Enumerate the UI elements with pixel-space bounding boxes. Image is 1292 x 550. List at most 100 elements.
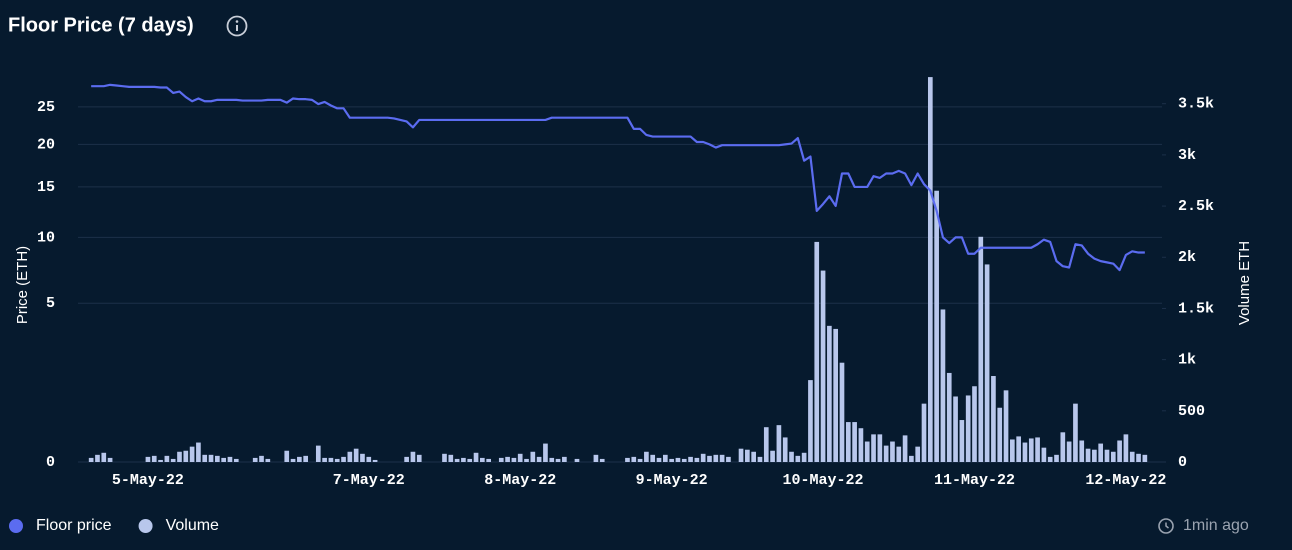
volume-bar [297, 456, 302, 462]
volume-bar [864, 441, 870, 462]
volume-bar [530, 451, 536, 462]
volume-bar [360, 453, 365, 462]
volume-bar [498, 457, 504, 462]
volume-bar [959, 420, 965, 462]
price-line [91, 83, 1145, 272]
volume-bar [177, 451, 182, 462]
volume-bar [934, 190, 939, 462]
volume-bar [763, 427, 769, 462]
volume-bar [101, 452, 107, 462]
volume-bar [189, 446, 195, 462]
y2-tick-label: 1.5k [1178, 300, 1214, 317]
y2-tick-label: 3k [1178, 147, 1196, 164]
info-icon[interactable] [226, 15, 248, 37]
volume-bar [637, 458, 643, 462]
volume-bar [524, 458, 529, 462]
updated-info: 1min ago [1158, 517, 1249, 534]
y-tick-label: 25 [37, 99, 55, 116]
volume-bar [852, 422, 857, 462]
volume-bar [839, 362, 845, 462]
volume-bar [95, 454, 100, 462]
volume-bar [801, 452, 807, 462]
volume-bar [454, 458, 460, 462]
volume-bar [322, 457, 327, 462]
y-tick-label: 0 [46, 454, 55, 471]
volume-bar [164, 455, 170, 462]
volume-bar [909, 455, 914, 462]
volume-bar [694, 457, 700, 462]
volume-bar [896, 446, 902, 462]
volume-bar [700, 453, 706, 462]
volume-bar [366, 456, 372, 462]
volume-bar [480, 457, 485, 462]
x-tick-label: 11-May-22 [934, 472, 1015, 489]
legend-marker [138, 519, 153, 533]
volume-bar [259, 455, 264, 462]
volume-bar [88, 457, 94, 462]
volume-bar [776, 425, 782, 462]
volume-bar [202, 454, 208, 462]
grid [78, 103, 1166, 463]
x-tick-label: 5-May-22 [112, 472, 184, 489]
labels: 0 5 10 15 20 25 0 500 1k 1.5k 2k 2.5k 3k 3.5k 5-May-22… [37, 96, 1214, 489]
volume-bar [782, 437, 788, 462]
volume-bar [921, 403, 927, 462]
volume-bar [1066, 441, 1072, 462]
legend: Floor price Volume [9, 517, 219, 534]
volume-bar [486, 458, 491, 462]
volume-bar [549, 457, 555, 462]
volume-bar [972, 386, 977, 462]
volume-bar [290, 458, 296, 462]
info-circle[interactable] [226, 15, 248, 37]
volume-bar [410, 451, 416, 462]
volume-bar [574, 458, 580, 462]
volume-bar [858, 428, 864, 462]
y-tick-label: 20 [37, 136, 55, 153]
y-axis-title: Price (ETH) [14, 246, 31, 324]
y2-tick-label: 2k [1178, 249, 1196, 266]
volume-bar [1047, 456, 1053, 462]
volume-bar [681, 458, 687, 462]
volume-bar [183, 450, 189, 462]
volume-bar [1110, 451, 1116, 462]
volume-bar [208, 454, 214, 462]
volume-bar [669, 458, 674, 462]
volume-bar [145, 456, 151, 462]
volume-bar [170, 458, 176, 462]
volume-bar [625, 457, 630, 462]
volume-bar [662, 454, 668, 462]
volume-bar [789, 451, 794, 462]
volume-bar [265, 458, 271, 462]
volume-bar [953, 396, 958, 462]
volume-bar [688, 456, 693, 462]
volume-bar [770, 450, 775, 462]
x-tick-label: 8-May-22 [484, 472, 556, 489]
clock-icon [1158, 518, 1174, 534]
volume-bar [751, 451, 756, 462]
x-tick-label: 9-May-22 [636, 472, 708, 489]
y2-tick-label: 2.5k [1178, 198, 1214, 215]
volume-bar [1104, 449, 1110, 462]
volume-bar [1041, 447, 1047, 462]
volume-bar [1142, 454, 1148, 462]
volume-bar [978, 236, 984, 462]
info-dot[interactable] [235, 20, 239, 23]
volume-bar [233, 458, 239, 462]
volume-bar [814, 241, 820, 462]
volume-bar [726, 456, 731, 462]
volume-bar [1079, 440, 1085, 462]
legend-label: Floor price [36, 517, 112, 534]
volume-bar [820, 270, 826, 462]
updated-text: 1min ago [1183, 517, 1249, 534]
volume-bar [303, 455, 309, 462]
volume-bar [745, 449, 750, 462]
x-tick-label: 7-May-22 [333, 472, 405, 489]
volume-bar [808, 380, 813, 462]
volume-bar [599, 458, 605, 462]
legend-marker [9, 519, 23, 533]
volume-bar [215, 455, 220, 462]
volume-bar [593, 454, 599, 462]
volume-bar [562, 456, 567, 462]
clock-hands [1165, 522, 1169, 529]
volume-bar [151, 455, 157, 462]
